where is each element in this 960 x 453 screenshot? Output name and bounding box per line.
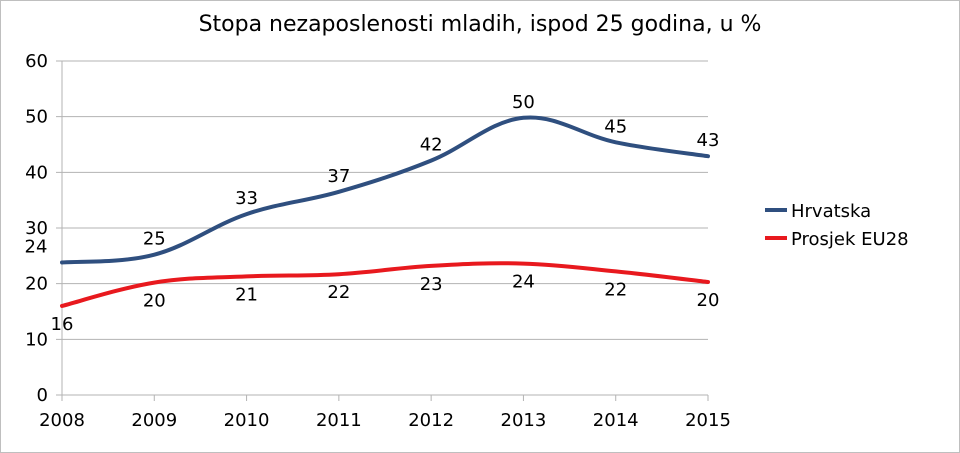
y-tick-label: 60 (25, 51, 48, 72)
x-tick-label: 2014 (593, 410, 639, 431)
data-label: 23 (420, 274, 443, 295)
data-label: 50 (512, 92, 535, 113)
data-label: 20 (143, 291, 166, 312)
x-tick-label: 2015 (685, 410, 731, 431)
legend: Hrvatska Prosjek EU28 (765, 201, 909, 250)
y-tick-label: 0 (37, 385, 48, 406)
data-label: 24 (512, 272, 535, 293)
x-tick-label: 2012 (408, 410, 454, 431)
x-tick-label: 2010 (224, 410, 270, 431)
data-label: 16 (51, 314, 74, 335)
chart-title: Stopa nezaposlenosti mladih, ispod 25 go… (199, 12, 762, 37)
y-tick-label: 20 (25, 274, 48, 295)
data-label: 43 (697, 130, 720, 151)
series-line-2 (60, 261, 710, 308)
y-tick-label: 50 (25, 107, 48, 128)
legend-label: Hrvatska (791, 201, 871, 222)
data-label: 42 (420, 135, 443, 156)
data-label: 22 (327, 282, 350, 303)
data-label: 25 (143, 229, 166, 250)
series-line-1 (60, 115, 710, 265)
data-label: 22 (604, 279, 627, 300)
x-tick-label: 2008 (39, 410, 85, 431)
data-label: 33 (235, 188, 258, 209)
data-label: 20 (697, 290, 720, 311)
series-lines (60, 115, 710, 308)
data-label: 37 (327, 166, 350, 187)
data-label: 24 (25, 237, 48, 258)
legend-label: Prosjek EU28 (791, 229, 909, 250)
y-tick-label: 10 (25, 329, 48, 350)
x-tick-label: 2009 (131, 410, 177, 431)
data-label: 21 (235, 284, 258, 305)
y-tick-label: 30 (25, 218, 48, 239)
x-tick-label: 2011 (316, 410, 362, 431)
x-tick-label: 2013 (501, 410, 547, 431)
y-tick-label: 40 (25, 162, 48, 183)
data-label: 45 (604, 116, 627, 137)
